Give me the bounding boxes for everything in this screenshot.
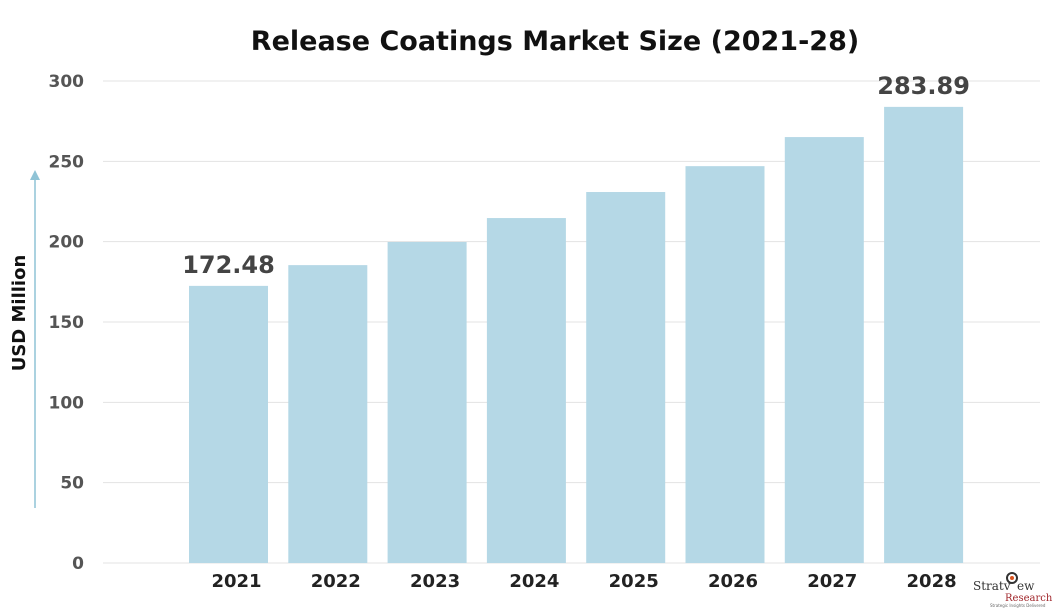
bar-2022 (288, 265, 368, 563)
x-tick-label: 2022 (311, 571, 361, 592)
bar-2027 (784, 137, 864, 563)
x-tick-label: 2027 (807, 571, 857, 592)
y-tick-label: 0 (72, 554, 84, 574)
y-tick-label: 250 (49, 152, 85, 172)
chart-title: Release Coatings Market Size (2021-28) (251, 26, 859, 57)
svg-text:Research: Research (1005, 593, 1053, 604)
y-tick-label: 150 (49, 313, 85, 333)
x-tick-label: 2028 (907, 571, 957, 592)
x-tick-label: 2026 (708, 571, 758, 592)
bar-2025 (586, 192, 666, 563)
y-tick-label: 50 (60, 474, 84, 494)
data-label: 172.48 (182, 251, 275, 279)
bar-2024 (486, 218, 566, 564)
y-tick-label: 100 (49, 393, 85, 413)
bar-2021 (189, 285, 268, 563)
svg-text:Stratv: Stratv (973, 579, 1011, 593)
x-tick-label: 2021 (211, 571, 261, 592)
arrow-head-icon (30, 170, 40, 180)
y-tick-label: 200 (49, 233, 85, 253)
x-tick-label: 2025 (609, 571, 659, 592)
bar-2026 (685, 166, 765, 564)
svg-text:Strategic Insights Delivered: Strategic Insights Delivered (990, 603, 1046, 608)
x-tick-label: 2023 (410, 571, 460, 592)
y-axis-label: USD Million (9, 255, 30, 372)
bar-2028 (884, 106, 964, 564)
data-label: 283.89 (877, 72, 970, 100)
y-tick-label: 300 (49, 72, 85, 92)
stratview-logo: Stratv ew Research Strategic Insights De… (973, 572, 1053, 608)
svg-text:ew: ew (1017, 579, 1035, 593)
x-tick-label: 2024 (509, 571, 559, 592)
bar-2023 (387, 241, 467, 563)
